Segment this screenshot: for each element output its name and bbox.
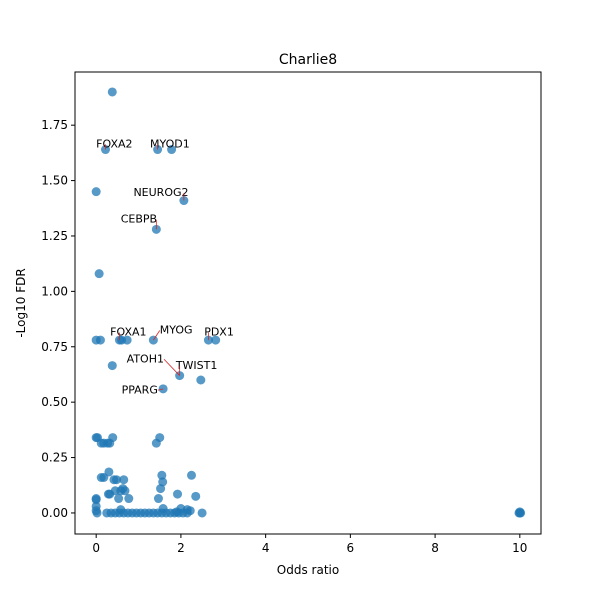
x-tick-label: 6: [347, 541, 355, 555]
data-point: [158, 504, 168, 514]
y-tick-label: 1.00: [41, 284, 68, 298]
data-point: [122, 335, 132, 345]
x-tick-label: 0: [92, 541, 100, 555]
data-point: [92, 508, 102, 518]
data-point: [99, 472, 109, 482]
data-point: [191, 491, 201, 501]
data-point: [94, 269, 104, 279]
data-point: [116, 505, 126, 515]
data-point: [516, 508, 526, 518]
data-point: [153, 494, 163, 504]
annotation-connector: [153, 330, 161, 341]
y-tick-label: 0.00: [41, 506, 68, 520]
data-point: [119, 475, 129, 485]
point-annotation: MYOD1: [150, 137, 190, 150]
y-tick-label: 1.25: [41, 229, 68, 243]
data-point: [112, 475, 122, 485]
x-axis: 0 2 4 6 8 10: [92, 534, 527, 555]
x-tick-label: 8: [431, 541, 439, 555]
data-point: [156, 484, 166, 494]
data-point: [124, 494, 134, 504]
data-point: [105, 438, 115, 448]
point-annotation: PPARG: [122, 383, 158, 396]
data-point: [107, 361, 117, 371]
y-tick-label: 0.75: [41, 340, 68, 354]
data-point: [91, 187, 101, 197]
annotation-layer: FOXA2 MYOD1 NEUROG2 CEBPB FOXA1 MYOG PDX1 ATOH1…: [96, 137, 234, 396]
x-axis-label: Odds ratio: [277, 563, 339, 577]
point-annotation: MYOG: [160, 323, 193, 336]
data-point: [173, 489, 183, 499]
data-point: [107, 87, 117, 97]
plot-frame: [74, 71, 542, 535]
y-tick-label: 1.75: [41, 118, 68, 132]
chart-title: Charlie8: [279, 52, 337, 68]
point-annotation: ATOH1: [127, 352, 164, 365]
point-annotation: CEBPB: [121, 213, 157, 226]
data-point: [196, 375, 206, 385]
annotation-connector: [157, 388, 164, 391]
point-annotation: NEUROG2: [133, 186, 188, 199]
point-annotation: PDX1: [204, 326, 234, 339]
data-point: [120, 486, 130, 496]
data-point: [105, 489, 115, 499]
data-point: [114, 494, 124, 504]
y-axis: 0.00 0.25 0.50 0.75 1.00 1.25 1.50 1.75: [41, 118, 75, 520]
points-layer: [91, 87, 526, 518]
data-point: [211, 335, 221, 345]
point-annotation: FOXA2: [96, 137, 132, 150]
data-point: [187, 470, 196, 480]
x-tick-label: 4: [262, 541, 270, 555]
data-point: [197, 508, 207, 518]
data-point: [91, 495, 101, 505]
x-tick-label: 10: [512, 541, 527, 555]
y-axis-label: -Log10 FDR: [14, 268, 28, 337]
data-point: [95, 335, 105, 345]
annotation-connector: [163, 358, 180, 376]
data-point: [151, 438, 161, 448]
data-point: [185, 506, 195, 516]
data-point: [157, 470, 167, 480]
point-annotation: TWIST1: [175, 359, 218, 372]
x-tick-label: 2: [177, 541, 185, 555]
data-point: [167, 145, 177, 155]
y-tick-label: 1.50: [41, 174, 68, 188]
point-annotation: FOXA1: [110, 326, 146, 339]
data-point: [172, 507, 182, 517]
y-tick-label: 0.25: [41, 451, 68, 465]
y-tick-label: 0.50: [41, 395, 68, 409]
